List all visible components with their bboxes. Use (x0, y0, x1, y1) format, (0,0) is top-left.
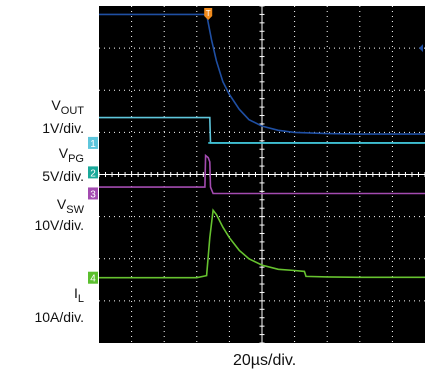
scope-grid (98, 5, 426, 344)
trace-v-sw (99, 153, 425, 195)
channel-markers: 1 2 3 4 T (88, 8, 423, 285)
channel-marker-3: 3 (88, 187, 98, 200)
marker-number: 2 (90, 168, 96, 179)
marker-number: 4 (90, 274, 96, 285)
vpg-scale: 5V/div. (42, 168, 84, 184)
marker-box (88, 271, 98, 284)
marker-box (88, 136, 98, 149)
il-scale: 10A/div. (34, 309, 84, 325)
trace-i-l (99, 208, 425, 279)
trigger-text: T (206, 9, 211, 18)
channel-marker-4: 4 (88, 271, 98, 285)
channel-marker-2: 2 (88, 166, 98, 179)
vsw-label: VSW (56, 196, 84, 216)
marker-box (88, 166, 98, 179)
trace-series-0 (99, 13, 425, 135)
vsw-scale: 10V/div. (34, 217, 84, 233)
vout-scale: 1V/div. (42, 120, 84, 136)
vpg-label: VPG (58, 145, 84, 165)
time-base-label: 20µs/div. (233, 352, 297, 369)
right-level-marker (419, 44, 423, 53)
vout-label: VOUT (51, 97, 84, 117)
marker-box (88, 187, 98, 200)
il-label: IL (73, 285, 84, 305)
scope-traces (99, 13, 425, 279)
marker-number: 1 (90, 139, 96, 150)
channel-marker-1: 1 (88, 136, 98, 150)
trigger-shape (204, 8, 213, 20)
trigger-marker: T (204, 8, 213, 20)
marker-number: 3 (90, 189, 96, 200)
